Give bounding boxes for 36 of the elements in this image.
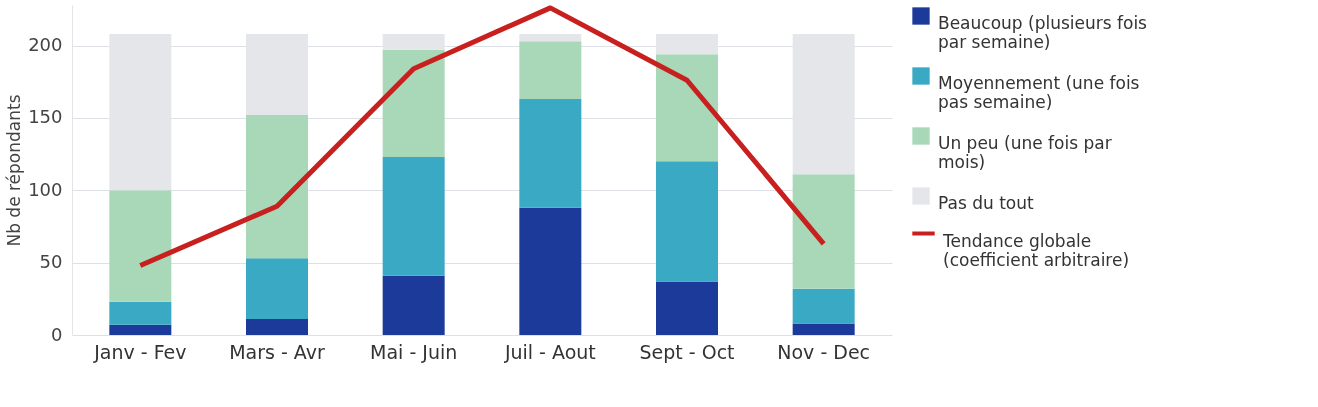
legend-label: Beaucoup (plusieurs fois par semaine)	[938, 13, 1148, 52]
bar	[656, 54, 718, 162]
x-tick-label: Janv - Fev	[93, 340, 187, 363]
bar	[656, 161, 718, 282]
x-tick-label: Mai - Juin	[370, 340, 458, 363]
bar	[792, 323, 855, 335]
bar	[109, 301, 172, 325]
bar	[519, 41, 582, 100]
y-tick-label: 0	[51, 323, 63, 345]
y-tick-label: 50	[39, 251, 63, 273]
legend-label: Pas du tout	[938, 193, 1034, 213]
x-tick-label: Juil - Aout	[503, 340, 596, 363]
bar	[382, 49, 445, 157]
bar	[382, 156, 445, 276]
y-tick-label: 100	[28, 178, 63, 200]
bar	[246, 115, 308, 259]
y-tick-label: 150	[28, 106, 63, 128]
bar	[792, 174, 855, 289]
bar	[382, 275, 445, 335]
bar	[246, 258, 308, 320]
legend-label: Tendance globale (coefficient arbitraire)	[942, 230, 1130, 270]
x-tick-label: Mars - Avr	[229, 340, 325, 363]
bar	[519, 99, 582, 208]
bar	[109, 190, 172, 302]
x-tick-label: Sept - Oct	[639, 340, 735, 363]
bar	[792, 288, 855, 324]
bar	[109, 324, 172, 335]
y-axis-title: Nb de répondants	[4, 94, 25, 247]
bar	[656, 281, 718, 335]
bar	[519, 33, 582, 42]
legend-label: Un peu (une fois par mois)	[938, 133, 1112, 172]
bar	[246, 319, 308, 335]
y-tick-label: 200	[28, 34, 63, 56]
bar	[519, 207, 582, 335]
x-tick-label: Nov - Dec	[777, 340, 871, 363]
legend-label: Moyennement (une fois pas semaine)	[938, 73, 1140, 112]
